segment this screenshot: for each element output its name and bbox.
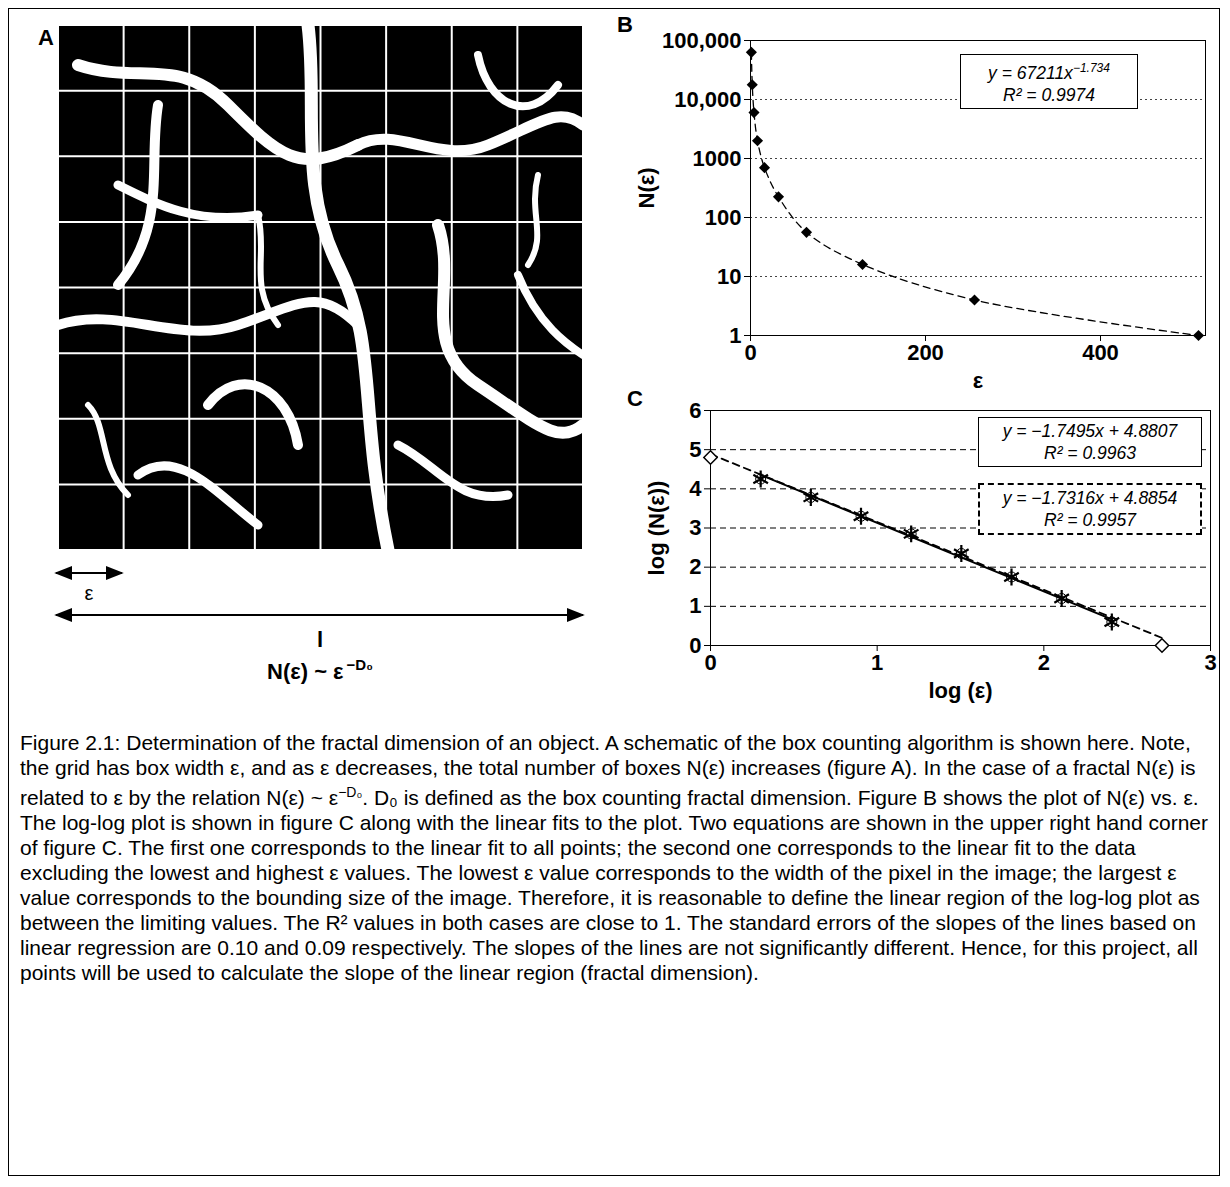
svg-text:0: 0 — [689, 633, 701, 658]
svg-text:200: 200 — [907, 340, 944, 365]
svg-text:ε: ε — [973, 368, 984, 393]
svg-text:0: 0 — [704, 650, 716, 675]
svg-text:l: l — [317, 627, 323, 652]
svg-text:N(ε) ~ ε−D₀: N(ε) ~ ε−D₀ — [267, 656, 373, 684]
svg-text:log (ε): log (ε) — [928, 678, 992, 703]
svg-text:4: 4 — [689, 476, 702, 501]
svg-text:log (N(ε)): log (N(ε)) — [644, 481, 669, 576]
svg-text:10,000: 10,000 — [674, 87, 741, 112]
html-text:Figure 2.1: Determination of t: Figure 2.1: Determination of the fractal… — [20, 731, 1208, 984]
svg-text:ε: ε — [85, 582, 94, 604]
svg-text:1: 1 — [871, 650, 883, 675]
svg-text:1: 1 — [689, 593, 701, 618]
svg-text:3: 3 — [689, 515, 701, 540]
svg-text:5: 5 — [689, 437, 701, 462]
html-text:R² = 0.9957: R² = 0.9957 — [1044, 510, 1136, 530]
svg-text:0: 0 — [744, 340, 756, 365]
svg-text:1: 1 — [729, 323, 741, 348]
svg-text:1000: 1000 — [693, 146, 742, 171]
svg-text:2: 2 — [1038, 650, 1050, 675]
html-text:y = −1.7316x + 4.8854: y = −1.7316x + 4.8854 — [1002, 488, 1178, 508]
svg-text:3: 3 — [1204, 650, 1216, 675]
html-text:R² = 0.9963: R² = 0.9963 — [1044, 443, 1136, 463]
html-text:R² = 0.9974: R² = 0.9974 — [1003, 84, 1095, 105]
html-text:y = −1.7495x + 4.8807: y = −1.7495x + 4.8807 — [1002, 421, 1178, 441]
svg-text:6: 6 — [689, 398, 701, 423]
html-text:C: C — [627, 386, 643, 411]
html-text:B: B — [617, 12, 633, 37]
svg-text:2: 2 — [689, 554, 701, 579]
svg-text:10: 10 — [717, 264, 741, 289]
svg-text:100,000: 100,000 — [662, 28, 742, 53]
svg-text:400: 400 — [1082, 340, 1119, 365]
html-text:y = 67211x−1.734: y = 67211x−1.734 — [988, 61, 1110, 83]
svg-text:A: A — [38, 25, 54, 50]
svg-text:N(ε): N(ε) — [634, 168, 659, 209]
svg-text:100: 100 — [705, 205, 742, 230]
